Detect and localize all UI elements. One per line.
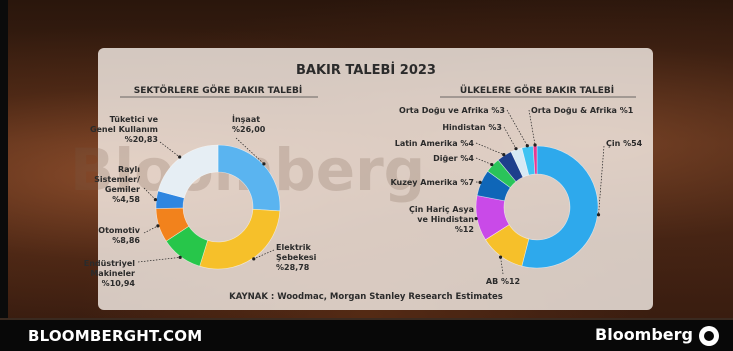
chart-canvas: Bloomberg BAKIR TALEBİ 2023 SEKTÖRLERE G… — [70, 62, 643, 302]
slice-label: Elektrik — [276, 243, 311, 252]
leader-dot — [514, 147, 518, 151]
right-chart-title: ÜLKELERE GÖRE BAKIR TALEBİ — [460, 85, 614, 96]
slice-in-54 — [521, 145, 599, 269]
slice-label: Gemiler — [105, 185, 140, 194]
leader-dot — [178, 155, 182, 159]
footer-site-name: BLOOMBERGHT.COM — [28, 327, 203, 345]
leader-line — [475, 157, 492, 165]
slice-label: Otomotiv — [98, 226, 141, 235]
leader-dot — [478, 180, 482, 184]
slice-label: %26,00 — [232, 125, 266, 134]
slice-label: Tüketici ve — [110, 115, 159, 124]
slice-t-ketici-ve — [157, 144, 219, 199]
slice-label: Makineler — [90, 269, 135, 278]
slice-label: %4,58 — [112, 195, 140, 204]
slice-elektrik — [199, 208, 281, 270]
leader-dot — [252, 257, 256, 261]
leader-line — [503, 126, 517, 149]
leader-line — [506, 109, 528, 146]
slice-label: Orta Doğu & Afrika %1 — [531, 106, 634, 115]
leader-line — [500, 257, 504, 275]
leader-dot — [178, 255, 182, 259]
footer-brand-name: Bloomberg — [595, 325, 693, 344]
slice-label: Raylı — [118, 165, 140, 174]
leader-dot — [502, 153, 506, 157]
slice-label: ve Hindistan — [417, 215, 474, 224]
leader-line — [159, 141, 180, 158]
leader-line — [528, 109, 536, 146]
leader-line — [475, 142, 504, 155]
slice-label: Hindistan %3 — [442, 123, 502, 132]
slice-label: Çin %54 — [606, 139, 643, 148]
left-chart-title: SEKTÖRLERE GÖRE BAKIR TALEBİ — [134, 85, 302, 96]
leader-dot — [596, 213, 601, 217]
slice-label: Latin Amerika %4 — [395, 139, 475, 148]
slice-label: %20,83 — [125, 135, 158, 144]
footer-bar: BLOOMBERGHT.COM Bloomberg — [0, 318, 733, 351]
leader-dot — [153, 197, 158, 202]
leader-dot — [490, 162, 494, 167]
slice-label: AB %12 — [486, 277, 520, 286]
leader-dot — [262, 162, 266, 166]
leader-line — [143, 225, 159, 234]
slice-label: Çin Hariç Asya — [409, 205, 474, 214]
slice-label: %12 — [455, 225, 474, 234]
left-edge-strip — [0, 0, 8, 351]
leader-dot — [498, 255, 503, 259]
slice-label: Şebekesi — [276, 253, 317, 262]
slice-label: Kuzey Amerika %7 — [390, 178, 474, 187]
slice-label: %28,78 — [276, 263, 310, 272]
leader-dot — [533, 143, 537, 147]
leader-line — [253, 249, 275, 260]
slice-label: %10,94 — [102, 279, 136, 288]
leader-dot — [525, 144, 529, 148]
slice-label: Endüstriyel — [84, 259, 135, 268]
slice-label: Genel Kullanım — [90, 125, 158, 134]
main-title: BAKIR TALEBİ 2023 — [296, 62, 436, 78]
leader-dot — [156, 224, 160, 228]
leader-line — [598, 145, 605, 215]
source-note: KAYNAK : Woodmac, Morgan Stanley Researc… — [229, 292, 503, 302]
leader-line — [235, 137, 265, 165]
slice-label: Orta Doğu ve Afrika %3 — [399, 106, 505, 115]
leader-line — [137, 257, 181, 263]
bloomberg-globe-icon — [699, 326, 719, 346]
leader-dot — [474, 217, 478, 221]
slice-label: %8,86 — [112, 236, 140, 245]
slice-label: İnşaat — [232, 114, 260, 124]
slice-label: Diğer %4 — [433, 154, 474, 163]
slice-label: Sistemler/ — [94, 175, 140, 184]
